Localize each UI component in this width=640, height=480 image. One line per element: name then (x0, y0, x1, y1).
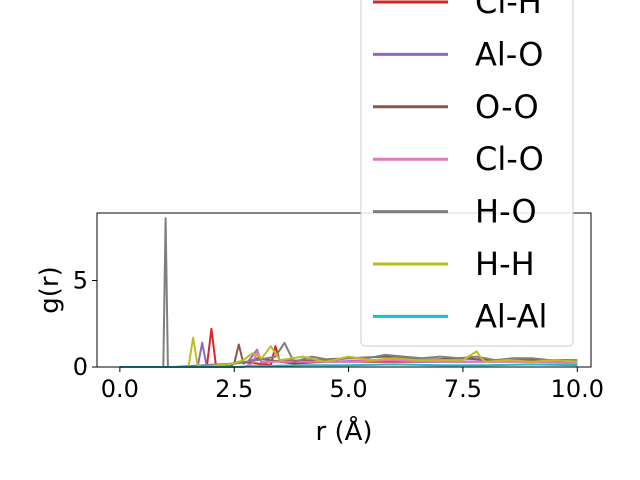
y-tick-label: 5 (73, 266, 88, 294)
legend-items: Cl-H Al-O O-O Cl-O H-O H-H Al-Al (373, 0, 547, 335)
legend: Cl-H Al-O O-O Cl-O H-O H-H Al-Al (360, 0, 574, 347)
legend-label-cl-h: Cl-H (475, 0, 542, 21)
x-tick-label: 10.0 (551, 375, 604, 403)
y-axis-ticks: 05 (73, 266, 97, 381)
legend-label-o-o: O-O (475, 88, 539, 126)
y-axis-label: g(r) (35, 266, 65, 313)
x-tick-label: 5.0 (329, 375, 367, 403)
legend-label-h-o: H-O (475, 193, 537, 231)
x-tick-label: 7.5 (444, 375, 482, 403)
legend-label-al-o: Al-O (475, 35, 543, 73)
legend-box (360, 0, 574, 347)
x-tick-label: 2.5 (215, 375, 253, 403)
y-tick-label: 0 (73, 353, 88, 381)
x-tick-label: 0.0 (101, 375, 139, 403)
plot-frame (96, 212, 592, 368)
legend-label-al-al: Al-Al (475, 297, 547, 335)
x-axis-label: r (Å) (315, 415, 372, 447)
legend-label-h-h: H-H (475, 245, 535, 283)
legend-label-cl-o: Cl-O (475, 140, 544, 178)
x-axis-ticks: 0.0 2.5 5.0 7.5 10.0 (101, 367, 604, 403)
